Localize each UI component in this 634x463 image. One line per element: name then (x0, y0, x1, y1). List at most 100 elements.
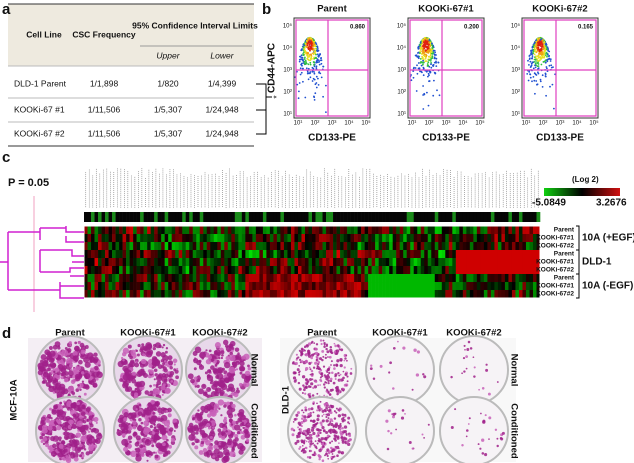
heat-cell (154, 290, 158, 298)
colony (311, 341, 313, 343)
heat-cell (473, 242, 477, 250)
cluster-strip (386, 212, 390, 222)
heat-cell (477, 258, 481, 266)
heat-cell (221, 258, 225, 266)
colony (299, 359, 301, 361)
colony (239, 429, 241, 431)
heat-cell (435, 266, 439, 274)
heat-cell (165, 274, 169, 282)
heat-cell (245, 242, 249, 250)
heat-cell (512, 290, 516, 298)
colony (321, 415, 323, 417)
heat-cell (459, 226, 463, 234)
colony (325, 402, 328, 405)
cluster-strip (140, 212, 144, 222)
heat-cell (344, 290, 348, 298)
colony (161, 352, 166, 357)
heat-cell (203, 250, 207, 258)
heat-cell (487, 274, 491, 282)
colony (326, 389, 328, 391)
colony (84, 448, 86, 450)
heat-cell (105, 226, 109, 234)
heat-cell (259, 250, 263, 258)
colony (128, 423, 130, 425)
heat-cell (123, 258, 127, 266)
colony (322, 445, 325, 448)
heat-cell (372, 282, 376, 290)
colony (344, 425, 347, 428)
colony (331, 440, 333, 442)
event-dot (425, 46, 427, 48)
colony (91, 429, 95, 433)
heat-cell (480, 290, 484, 298)
heat-cell (400, 282, 404, 290)
heat-cell (158, 258, 162, 266)
heat-cell (109, 226, 113, 234)
colony (164, 420, 170, 426)
table-cell: KOOKi-67 #1 (14, 104, 65, 114)
heat-cell (519, 242, 523, 250)
colony (481, 439, 484, 442)
colony (329, 411, 332, 414)
colony (303, 386, 305, 388)
event-dot (530, 77, 532, 79)
colony (153, 384, 156, 387)
heat-cell (277, 274, 281, 282)
colony (370, 365, 372, 367)
colony (321, 350, 324, 353)
heat-cell (186, 250, 190, 258)
heat-cell (207, 258, 211, 266)
colony (156, 385, 159, 388)
colony (315, 352, 318, 355)
event-dot (309, 71, 311, 73)
event-dot (536, 74, 538, 76)
heat-cell (105, 234, 109, 242)
heat-cell (312, 258, 316, 266)
heat-cell (245, 250, 249, 258)
heat-cell (116, 266, 120, 274)
condition-label: Conditioned (248, 403, 259, 459)
colony (89, 420, 92, 423)
heat-cell (375, 234, 379, 242)
colony (299, 370, 301, 372)
heat-cell (456, 290, 460, 298)
event-dot (530, 61, 532, 63)
heat-cell (98, 242, 102, 250)
heat-cell (330, 242, 334, 250)
colony (206, 359, 211, 364)
event-dot (325, 85, 327, 87)
heat-cell (354, 250, 358, 258)
event-dot (433, 80, 435, 82)
event-dot (315, 48, 317, 50)
colony (57, 392, 63, 398)
event-dot (548, 56, 550, 58)
colony (334, 417, 336, 419)
heat-cell (337, 242, 341, 250)
heat-cell (463, 282, 467, 290)
colony (370, 367, 373, 370)
heat-cell (431, 250, 435, 258)
heat-cell (217, 234, 221, 242)
cluster-strip (130, 212, 134, 222)
heat-cell (102, 274, 106, 282)
heat-cell (126, 258, 130, 266)
colony (130, 350, 135, 355)
colony (328, 417, 330, 419)
colony (236, 388, 238, 390)
heat-cell (186, 282, 190, 290)
colony (75, 420, 77, 422)
heat-cell (294, 258, 298, 266)
colony (325, 407, 328, 410)
heat-cell (140, 290, 144, 298)
heat-cell (382, 226, 386, 234)
event-dot (313, 64, 315, 66)
row-label: KOOKi-67#1 (536, 259, 574, 266)
colony (201, 441, 205, 445)
event-dot (314, 79, 316, 81)
heat-cell (333, 234, 337, 242)
colony (69, 452, 72, 455)
heat-cell (301, 274, 305, 282)
colony (380, 365, 383, 368)
heat-cell (84, 250, 88, 258)
heat-cell (519, 282, 523, 290)
